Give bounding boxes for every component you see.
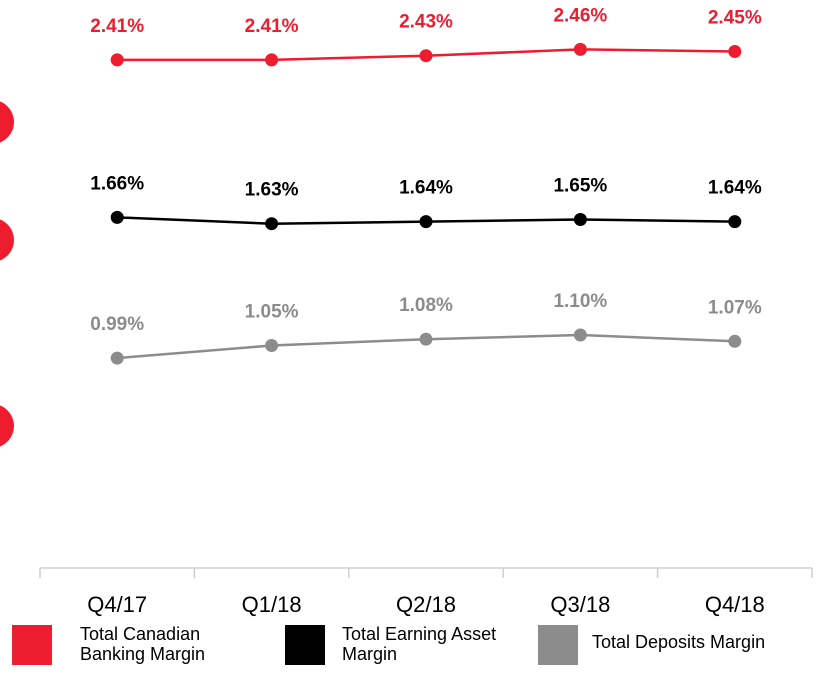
data-point bbox=[110, 210, 124, 224]
data-label: 1.64% bbox=[399, 178, 453, 199]
data-label: 1.64% bbox=[708, 178, 762, 199]
data-label: 2.43% bbox=[399, 12, 453, 33]
data-point bbox=[110, 351, 124, 365]
data-point bbox=[728, 334, 742, 348]
data-label: 2.41% bbox=[245, 16, 299, 37]
data-point bbox=[419, 215, 433, 229]
data-label: 1.05% bbox=[245, 302, 299, 323]
x-tick-label: Q1/18 bbox=[242, 592, 302, 617]
data-label: 1.65% bbox=[553, 176, 607, 197]
legend-swatch bbox=[12, 625, 52, 665]
data-label: 1.66% bbox=[90, 173, 144, 194]
data-label: 2.41% bbox=[90, 16, 144, 37]
data-label: 1.08% bbox=[399, 295, 453, 316]
data-point bbox=[419, 332, 433, 346]
legend-label: Total Canadian Banking Margin bbox=[80, 624, 206, 664]
decoration bbox=[0, 101, 14, 143]
legend-swatch bbox=[538, 625, 578, 665]
data-point bbox=[265, 217, 279, 231]
decoration bbox=[0, 405, 14, 447]
data-label: 2.45% bbox=[708, 8, 762, 29]
x-tick-label: Q2/18 bbox=[396, 592, 456, 617]
data-point bbox=[265, 53, 279, 67]
data-point bbox=[728, 45, 742, 58]
x-tick-label: Q4/18 bbox=[705, 592, 765, 617]
data-point bbox=[419, 49, 433, 63]
data-point bbox=[573, 213, 587, 226]
data-point bbox=[265, 339, 279, 352]
data-label: 1.07% bbox=[708, 297, 762, 318]
data-label: 0.99% bbox=[90, 314, 144, 335]
legend-swatch bbox=[285, 625, 325, 665]
x-tick-label: Q4/17 bbox=[87, 592, 147, 617]
decoration bbox=[0, 219, 14, 261]
legend-label: Total Earning Asset Margin bbox=[342, 624, 497, 664]
data-point bbox=[110, 53, 124, 67]
data-label: 1.10% bbox=[553, 291, 607, 312]
data-label: 1.63% bbox=[245, 180, 299, 201]
data-label: 2.46% bbox=[553, 5, 607, 26]
legend-label: Total Deposits Margin bbox=[592, 632, 766, 652]
data-point bbox=[573, 328, 587, 342]
x-tick-label: Q3/18 bbox=[550, 592, 610, 617]
data-point bbox=[573, 42, 587, 56]
data-point bbox=[728, 215, 742, 229]
